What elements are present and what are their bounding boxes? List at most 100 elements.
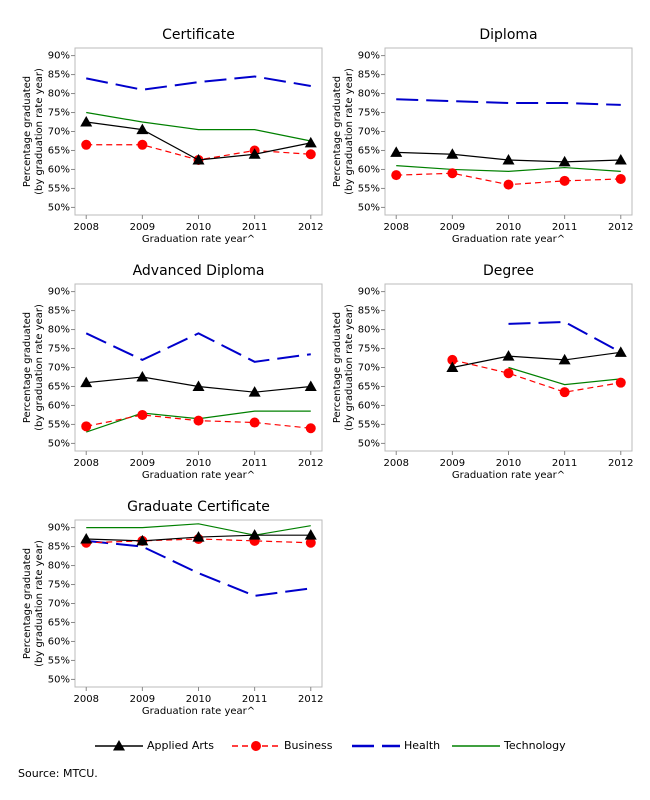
y-tick-label: 85% — [48, 306, 70, 317]
x-tick-label: 2010 — [186, 694, 211, 705]
y-axis-label: (by graduation rate year) — [34, 68, 45, 195]
circle-marker — [615, 173, 626, 184]
x-tick-label: 2010 — [186, 222, 211, 233]
chart-title: Degree — [483, 263, 534, 279]
circle-marker — [559, 387, 570, 398]
x-tick-label: 2011 — [242, 458, 267, 469]
y-tick-label: 50% — [48, 438, 70, 449]
y-tick-label: 65% — [48, 617, 70, 628]
y-tick-label: 90% — [358, 51, 380, 62]
circle-marker — [559, 175, 570, 186]
x-tick-label: 2011 — [552, 458, 577, 469]
y-tick-label: 65% — [358, 381, 380, 392]
series-line — [86, 111, 311, 142]
y-tick-label: 70% — [48, 363, 70, 374]
y-tick-label: 80% — [358, 89, 380, 100]
y-tick-label: 60% — [48, 400, 70, 411]
y-tick-label: 75% — [48, 580, 70, 591]
x-tick-label: 2008 — [384, 222, 409, 233]
triangle-marker — [304, 136, 317, 148]
y-tick-label: 70% — [358, 363, 380, 374]
x-tick-label: 2010 — [496, 458, 521, 469]
x-tick-label: 2009 — [130, 458, 155, 469]
y-axis-label: Percentage graduated — [332, 76, 343, 187]
y-tick-label: 70% — [48, 599, 70, 610]
circle-marker — [81, 139, 92, 150]
y-tick-label: 80% — [48, 561, 70, 572]
y-tick-label: 60% — [358, 400, 380, 411]
y-tick-label: 90% — [48, 287, 70, 298]
triangle-marker — [558, 155, 571, 167]
triangle-marker — [446, 148, 459, 159]
triangle-marker — [136, 370, 149, 382]
circle-marker — [81, 421, 92, 432]
y-tick-label: 55% — [48, 419, 70, 430]
y-tick-label: 90% — [358, 287, 380, 298]
triangle-marker — [136, 534, 149, 546]
triangle-marker — [558, 353, 571, 365]
triangle-marker — [80, 376, 93, 388]
circle-marker — [391, 170, 402, 181]
circle-marker — [447, 168, 458, 179]
x-tick-label: 2009 — [440, 222, 465, 233]
x-tick-label: 2012 — [608, 458, 633, 469]
series-line — [452, 359, 621, 393]
y-axis-label: Percentage graduated — [22, 312, 33, 423]
y-tick-label: 50% — [48, 674, 70, 685]
legend-label: Health — [404, 739, 440, 752]
x-tick-label: 2011 — [242, 222, 267, 233]
x-tick-label: 2010 — [496, 222, 521, 233]
y-tick-label: 50% — [48, 202, 70, 213]
chart-title: Diploma — [479, 27, 537, 43]
chart-title: Certificate — [162, 27, 235, 43]
y-tick-label: 70% — [48, 127, 70, 138]
y-axis-label: Percentage graduated — [22, 548, 33, 659]
circle-marker — [305, 537, 316, 548]
y-tick-label: 60% — [358, 164, 380, 175]
x-tick-label: 2011 — [552, 222, 577, 233]
plot-frame — [74, 47, 323, 216]
triangle-marker — [248, 386, 261, 397]
y-tick-label: 80% — [358, 325, 380, 336]
triangle-marker — [248, 529, 261, 540]
y-tick-label: 80% — [48, 325, 70, 336]
series-line — [396, 165, 621, 172]
legend-label: Applied Arts — [147, 739, 214, 752]
y-axis-label: (by graduation rate year) — [344, 68, 355, 195]
circle-marker — [137, 139, 148, 150]
series-line — [86, 75, 311, 91]
y-tick-label: 65% — [48, 145, 70, 156]
series-line — [86, 539, 311, 597]
triangle-marker — [614, 346, 627, 357]
y-axis-label: Percentage graduated — [332, 312, 343, 423]
triangle-marker — [390, 146, 403, 157]
x-axis-label: Graduation rate year^ — [142, 706, 255, 717]
triangle-marker — [80, 116, 93, 127]
triangle-marker — [192, 531, 205, 542]
x-axis-label: Graduation rate year^ — [142, 234, 255, 245]
circle-marker — [305, 423, 316, 434]
x-axis-label: Graduation rate year^ — [142, 470, 255, 481]
circle-marker — [503, 179, 514, 190]
triangle-marker — [248, 148, 261, 159]
x-tick-label: 2012 — [608, 222, 633, 233]
y-tick-label: 55% — [48, 183, 70, 194]
x-tick-label: 2009 — [130, 222, 155, 233]
triangle-marker — [192, 380, 205, 391]
y-tick-label: 80% — [48, 89, 70, 100]
triangle-marker — [502, 350, 515, 361]
y-axis-label: (by graduation rate year) — [34, 304, 45, 431]
circle-marker — [193, 415, 204, 426]
x-tick-label: 2008 — [74, 222, 99, 233]
y-tick-label: 55% — [48, 655, 70, 666]
series-line — [396, 98, 621, 106]
x-tick-label: 2012 — [298, 458, 323, 469]
y-tick-label: 60% — [48, 636, 70, 647]
circle-marker — [447, 354, 458, 365]
legend-label: Business — [284, 739, 333, 752]
y-tick-label: 85% — [358, 306, 380, 317]
triangle-marker — [304, 380, 317, 391]
x-tick-label: 2010 — [186, 458, 211, 469]
triangle-marker — [502, 153, 515, 165]
